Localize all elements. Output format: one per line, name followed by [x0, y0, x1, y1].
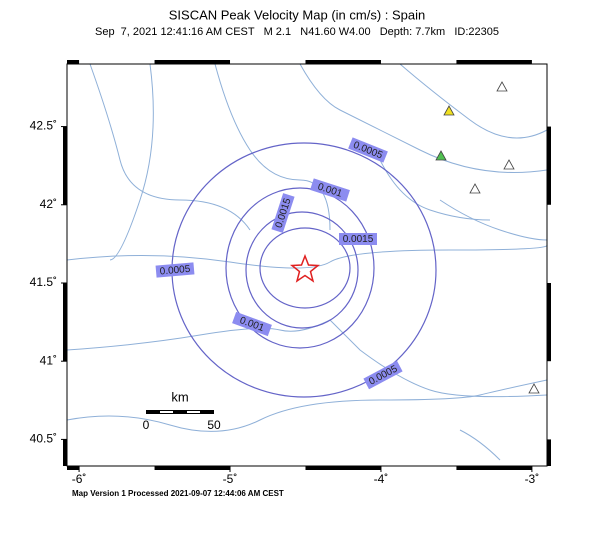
map-background [67, 64, 547, 466]
contour-label-box [155, 262, 195, 278]
subtitle: Sep 7, 2021 12:41:16 AM CEST M 2.1 N41.6… [95, 26, 499, 38]
contour-label-box [363, 360, 403, 390]
frame-bar [154, 60, 231, 64]
y-tick-label: 40.5˚ [30, 432, 57, 446]
scale-bar-rect [146, 410, 214, 414]
scale-tick-label: 50 [207, 418, 221, 432]
x-tick-label: -3˚ [525, 472, 540, 486]
y-tick-label: 41.5˚ [30, 275, 57, 289]
x-tick-label: -6˚ [72, 472, 87, 486]
epicenter [289, 253, 321, 283]
x-tick-label: -5˚ [223, 472, 238, 486]
frame-bar [456, 60, 532, 64]
x-tick-label: -4˚ [374, 472, 389, 486]
contour-label-box [310, 178, 350, 202]
y-tick-label: 42.5˚ [30, 119, 57, 133]
contour-label: 0.0005 [155, 262, 195, 278]
scale-bar-seg [160, 411, 173, 413]
contour-label-box [271, 193, 295, 233]
scale-bar: km 0 50 [143, 389, 221, 432]
rivers [66, 63, 548, 461]
y-tick-label: 41˚ [40, 353, 57, 367]
contour-label-text: 0.0015 [343, 234, 374, 245]
scale-unit: km [171, 389, 188, 404]
frame-bar [63, 439, 67, 466]
contour-label-box [232, 311, 272, 337]
scale-tick-label: 0 [143, 418, 150, 432]
frame-bar [305, 60, 381, 64]
frame-bar [305, 466, 381, 470]
frame-bar [154, 466, 231, 470]
frame-bar [547, 126, 551, 205]
frame-bar [63, 126, 67, 205]
contour-label-box [339, 233, 377, 245]
stations [435, 81, 540, 394]
contour-label: 0.0015 [339, 233, 377, 245]
y-tick-label: 42˚ [40, 197, 57, 211]
contour-label-box [348, 137, 388, 163]
frame-bar [67, 466, 80, 470]
footer: Map Version 1 Processed 2021-09-07 12:44… [72, 489, 284, 498]
contour-label-text: 0.0005 [159, 264, 191, 278]
frame-bar [547, 439, 551, 466]
frame-bar [456, 466, 532, 470]
scale-bar-seg [187, 411, 200, 413]
map-area: km 0 50 [66, 63, 548, 466]
frame-bar [547, 282, 551, 362]
title: SISCAN Peak Velocity Map (in cm/s) : Spa… [169, 7, 425, 22]
frame-bar [63, 282, 67, 362]
frame-bar [67, 60, 80, 64]
